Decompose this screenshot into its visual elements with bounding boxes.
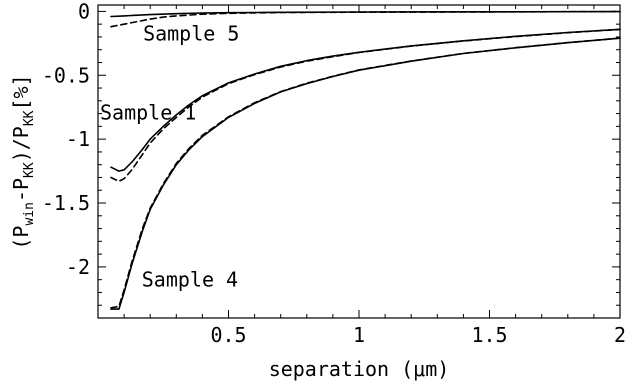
y-tick-label: -2 <box>66 255 90 279</box>
x-tick-label: 1.5 <box>471 323 507 347</box>
ticks: 0.5 1 1.5 2 0 -0.5 -1 -1.5 -2 <box>42 0 626 347</box>
annotation-label: Sample 4 <box>142 268 238 292</box>
series-line-sample-1-dashed <box>110 28 621 183</box>
x-tick-label: 2 <box>614 323 626 347</box>
y-tick-label: -0.5 <box>42 63 90 87</box>
series-layer <box>110 10 621 310</box>
x-tick-label: 1 <box>353 323 365 347</box>
x-tick-label: 0.5 <box>210 323 246 347</box>
y-tick-label: 0 <box>78 0 90 23</box>
y-tick-label: -1 <box>66 127 90 151</box>
series-line-sample-5-dashed <box>110 10 621 28</box>
x-axis-title: separation (μm) <box>269 357 450 381</box>
annotation-label: Sample 5 <box>143 22 239 46</box>
y-axis-title: (Pwin-PKK)/PKK[%] <box>9 74 37 249</box>
series-line-sample-4-dashed <box>110 37 621 309</box>
labels: Sample 5 Sample 1 Sample 4 <box>100 22 239 292</box>
y-tick-label: -1.5 <box>42 191 90 215</box>
annotation-label: Sample 1 <box>100 100 196 124</box>
